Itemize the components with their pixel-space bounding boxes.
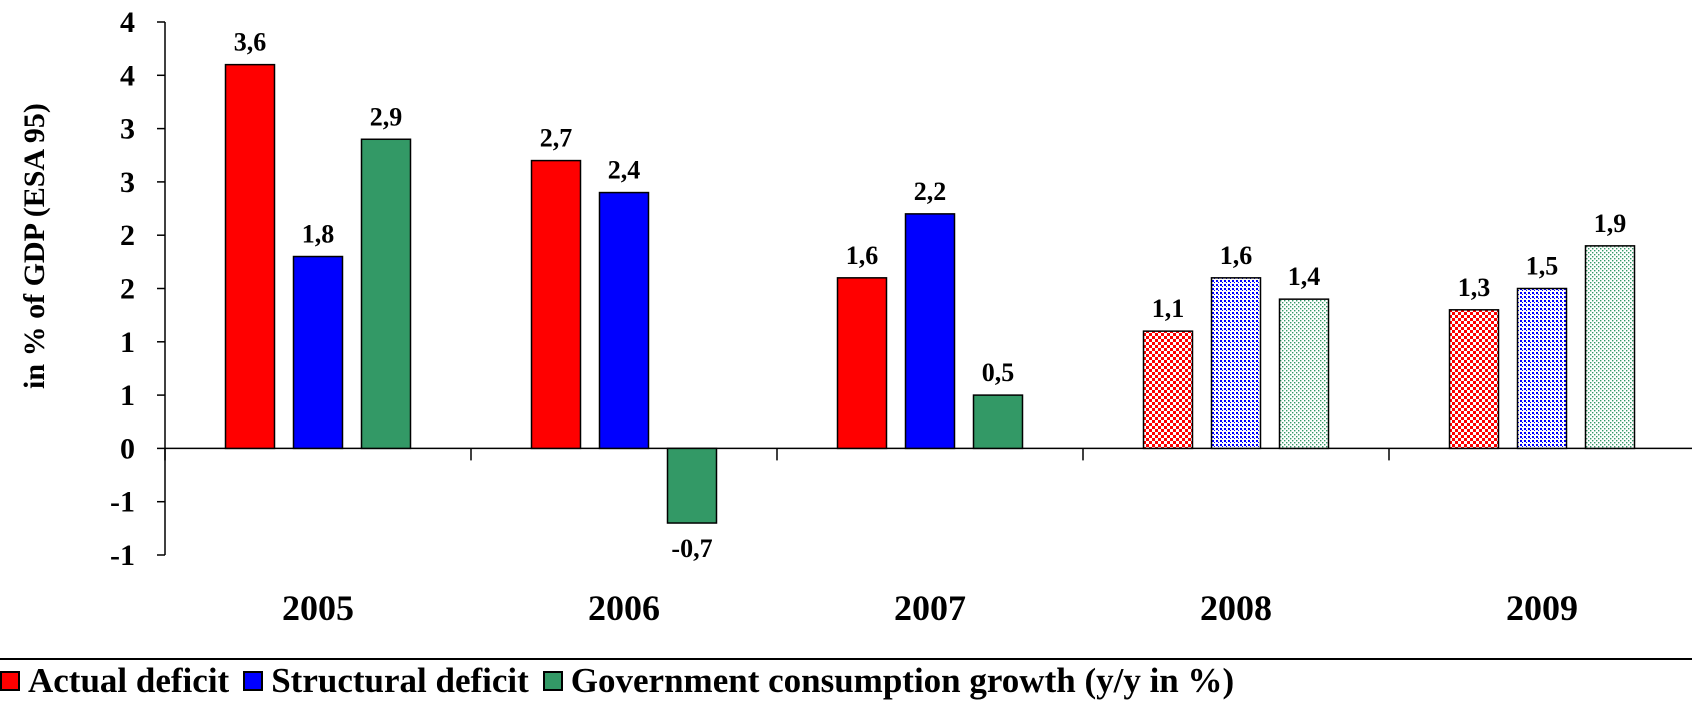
y-tick-label: 2	[120, 273, 135, 306]
data-label: 1,6	[846, 241, 879, 270]
legend-item-actual-deficit: Actual deficit	[0, 661, 229, 701]
bar	[1584, 245, 1636, 450]
bar	[224, 63, 276, 450]
legend-label-actual-deficit: Actual deficit	[28, 661, 230, 700]
data-label: 1,3	[1458, 273, 1491, 302]
bar	[1448, 309, 1500, 450]
bars	[224, 63, 1636, 524]
x-category-label: 2005	[282, 588, 354, 628]
y-tick-label: 2	[120, 219, 135, 252]
bar	[836, 277, 888, 450]
legend-swatch-actual-deficit	[0, 671, 20, 691]
bar	[292, 255, 344, 450]
chart: -1 -1 0 1 1 2 2 3 3 4 4 2005 2006 2007 2008 2009 3,6 1,8…	[18, 6, 1692, 628]
x-category-label: 2009	[1506, 588, 1578, 628]
data-label: 0,5	[982, 358, 1015, 387]
legend-label-structural-deficit: Structural deficit	[271, 661, 529, 700]
data-label: 1,1	[1152, 294, 1185, 323]
bar	[904, 213, 956, 450]
x-category-label: 2007	[894, 588, 966, 628]
y-axis-label: in % of GDP (ESA 95)	[18, 103, 51, 389]
y-tick-label: 3	[120, 113, 135, 146]
legend-swatch-structural-deficit	[243, 671, 264, 691]
data-label: 2,9	[370, 102, 403, 131]
y-tick-label: 3	[120, 166, 135, 199]
bar	[360, 138, 412, 450]
data-label: -0,7	[671, 534, 712, 563]
legend-label-government-consumption: Government consumption growth (y/y in %)	[570, 661, 1235, 700]
data-label: 3,6	[234, 28, 267, 57]
y-tick-label: 0	[120, 432, 135, 465]
y-tick-label: 1	[120, 379, 135, 412]
data-label: 1,9	[1594, 209, 1627, 238]
bar	[1516, 287, 1568, 450]
bar	[1142, 330, 1194, 450]
legend-item-structural-deficit: Structural deficit	[243, 661, 529, 701]
y-tick-label: 4	[120, 6, 135, 39]
bar	[598, 191, 650, 450]
bar	[530, 159, 582, 450]
data-label: 1,4	[1288, 262, 1321, 291]
legend: Actual deficit Structural deficit Govern…	[0, 660, 1692, 702]
data-label: 1,5	[1526, 252, 1559, 281]
bar	[1210, 277, 1262, 450]
data-label: 2,7	[540, 124, 573, 153]
bar	[666, 447, 718, 524]
y-tick-label: 4	[120, 59, 135, 92]
bar	[972, 394, 1024, 450]
bar	[1278, 298, 1330, 450]
x-category-label: 2008	[1200, 588, 1272, 628]
data-label: 1,6	[1220, 241, 1253, 270]
legend-swatch-government-consumption	[542, 671, 563, 691]
data-label: 1,8	[302, 220, 335, 249]
y-tick-label: 1	[120, 326, 135, 359]
legend-divider	[0, 658, 1692, 660]
data-label: 2,2	[914, 177, 947, 206]
legend-item-government-consumption: Government consumption growth (y/y in %)	[542, 661, 1235, 701]
data-label: 2,4	[608, 156, 641, 185]
data-labels: 3,6 1,8 2,9 2,7 2,4 -0,7 1,6 2,2 0,5 1,1 1,6 1,4 1,3…	[234, 28, 1627, 563]
y-tick-label: -1	[110, 486, 135, 519]
y-tick-label: -1	[110, 539, 135, 572]
x-category-label: 2006	[588, 588, 660, 628]
